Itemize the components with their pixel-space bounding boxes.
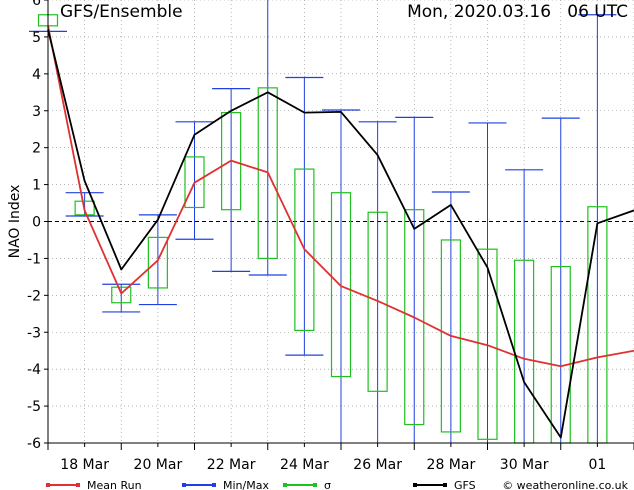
y-tick-label: -4 [27,362,41,378]
sigma-box [184,156,205,209]
credit-text: © weatheronline.co.uk [502,479,628,490]
y-axis-label: NAO Index [7,185,23,259]
sigma-boxes [37,14,608,444]
legend-marker [313,483,317,487]
sigma-box [477,248,498,440]
x-tick-label: 30 Mar [500,457,549,473]
legend-marker [212,483,216,487]
x-tick-label: 01 [588,457,606,473]
y-tick-label: 4 [32,67,41,83]
y-tick-label: 5 [32,30,41,46]
legend: Mean Run Min/Max σ GFS © weatheronline.co.uk [46,479,629,490]
y-tick-label: 2 [32,141,41,157]
legend-label: Min/Max [223,479,269,490]
sigma-box [111,286,132,304]
legend-label: σ [324,479,331,490]
axes [44,0,634,450]
legend-label: GFS [454,479,476,490]
x-tick-label: 24 Mar [280,457,329,473]
y-tick-label: -2 [27,288,41,304]
chart-title: GFS/Ensemble [60,2,183,22]
y-tick-label: 1 [32,178,41,194]
x-tick-label: 26 Mar [353,457,402,473]
sigma-box [367,211,388,392]
y-tick-label: -6 [27,436,41,452]
sigma-box [257,87,278,260]
sigma-box [221,111,242,211]
legend-marker [182,483,186,487]
sigma-box [74,200,95,216]
legend-label: Mean Run [87,479,142,490]
sigma-box [404,209,425,426]
legend-marker [76,483,80,487]
sigma-box [147,236,168,289]
legend-marker [413,483,417,487]
y-tick-label: -5 [27,399,41,415]
y-tick-label: -1 [27,251,41,267]
y-tick-label: 6 [32,0,41,9]
series-lines [47,25,634,439]
legend-marker [283,483,287,487]
series-line-gfs [47,29,634,439]
y-tick-label: 3 [32,104,41,120]
legend-marker [443,483,447,487]
chart-subtitle: Mon, 2020.03.16 06 UTC [407,2,628,22]
x-tick-label: 28 Mar [427,457,476,473]
y-tick-label: -3 [27,325,41,341]
series-line-mean-run [47,25,634,368]
y-tick-label: 0 [32,215,41,231]
x-tick-label: 18 Mar [60,457,109,473]
x-tick-label: 20 Mar [134,457,183,473]
legend-marker [46,483,50,487]
sigma-box [440,239,461,433]
sigma-box [330,192,352,378]
sigma-box [294,168,315,332]
x-tick-label: 22 Mar [207,457,256,473]
